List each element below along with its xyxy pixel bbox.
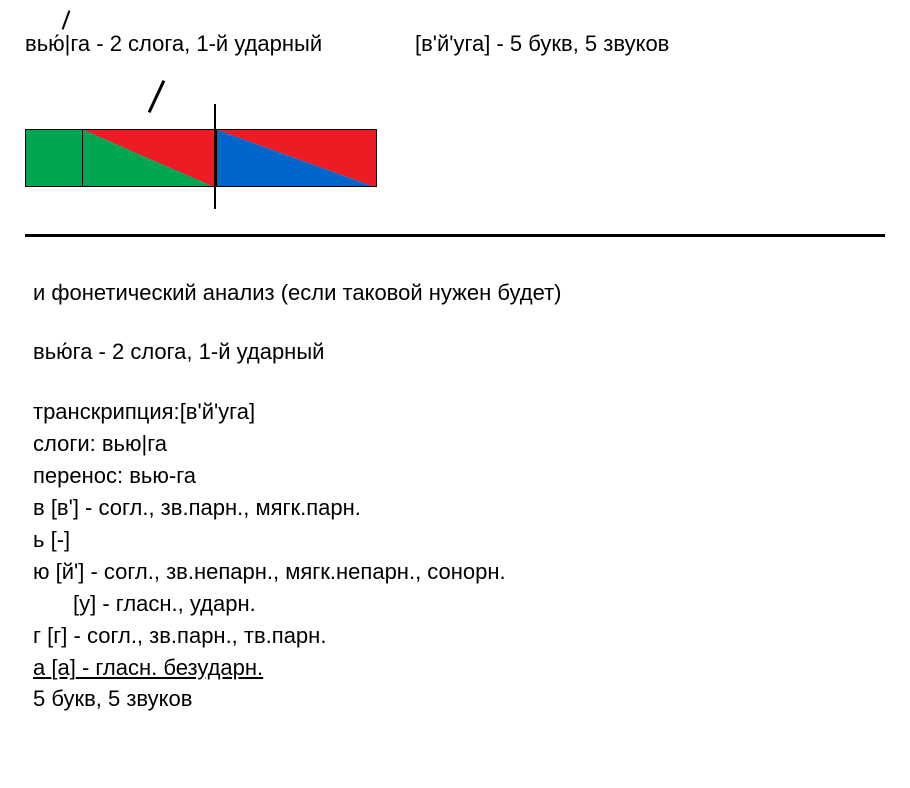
- analysis-syllables: слоги: вью|га: [33, 428, 885, 460]
- letter-row-2: ю [й'] - согл., зв.непарн., мягк.непарн.…: [33, 556, 885, 588]
- sound-box-2: [83, 130, 216, 186]
- header-left: вью́|га - 2 слога, 1-й ударный: [25, 30, 415, 59]
- transfer-value: вью-га: [129, 463, 196, 488]
- sound-box-1: [26, 130, 83, 186]
- sound-3: [у]: [73, 591, 96, 616]
- analysis-transfer: перенос: вью-га: [33, 460, 885, 492]
- sound-1: [-]: [51, 527, 71, 552]
- sound-5: [а]: [51, 655, 75, 680]
- desc-4: - согл., зв.парн., тв.парн.: [67, 623, 326, 648]
- letter-1: ь: [33, 527, 44, 552]
- sound-box-3-svg: [217, 130, 376, 186]
- letter-2: ю: [33, 559, 50, 584]
- analysis-transcription: транскрипция:[в'й'уга]: [33, 396, 885, 428]
- letter-row-4: г [г] - согл., зв.парн., тв.парн.: [33, 620, 885, 652]
- header-right: [в'й'уга] - 5 букв, 5 звуков: [415, 30, 885, 59]
- sound-0: [в']: [51, 495, 79, 520]
- analysis-summary: вью́га - 2 слога, 1-й ударный: [33, 336, 885, 368]
- letter-row-3: [у] - гласн., ударн.: [33, 588, 885, 620]
- sound-2: [й']: [56, 559, 85, 584]
- sound-diagram: [25, 129, 377, 187]
- syllables-label: слоги:: [33, 431, 102, 456]
- stress-mark-header: [62, 10, 71, 29]
- sound-diagram-area: [25, 94, 885, 224]
- header-row: вью́|га - 2 слога, 1-й ударный [в'й'уга]…: [25, 30, 885, 59]
- analysis-section: и фонетический анализ (если таковой нуже…: [25, 277, 885, 716]
- desc-2: - согл., зв.непарн., мягк.непарн., сонор…: [84, 559, 505, 584]
- letter-4: г: [33, 623, 41, 648]
- transfer-label: перенос:: [33, 463, 129, 488]
- analysis-intro: и фонетический анализ (если таковой нуже…: [33, 277, 885, 309]
- letter-row-0: в [в'] - согл., зв.парн., мягк.парн.: [33, 492, 885, 524]
- transcription-label: транскрипция:: [33, 399, 180, 424]
- letter-5: а: [33, 655, 45, 680]
- letter-row-5: а [а] - гласн. безударн.: [33, 652, 885, 684]
- letter-0: в: [33, 495, 45, 520]
- header-right-text: [в'й'уга] - 5 букв, 5 звуков: [415, 31, 669, 56]
- syllables-value: вью|га: [102, 431, 167, 456]
- horizontal-divider: [25, 234, 885, 237]
- letter-row-1: ь [-]: [33, 524, 885, 556]
- analysis-total: 5 букв, 5 звуков: [33, 683, 885, 715]
- sound-box-3: [216, 130, 376, 186]
- sound-box-2-svg: [83, 130, 216, 186]
- syllable-divider: [214, 104, 216, 209]
- transcription-value: [в'й'уга]: [180, 399, 255, 424]
- header-left-text: вью́|га - 2 слога, 1-й ударный: [25, 31, 322, 56]
- stress-mark-diagram: [148, 80, 166, 113]
- desc-3: - гласн., ударн.: [96, 591, 256, 616]
- desc-5: - гласн. безударн.: [76, 655, 263, 680]
- desc-0: - согл., зв.парн., мягк.парн.: [79, 495, 361, 520]
- sound-4: [г]: [47, 623, 67, 648]
